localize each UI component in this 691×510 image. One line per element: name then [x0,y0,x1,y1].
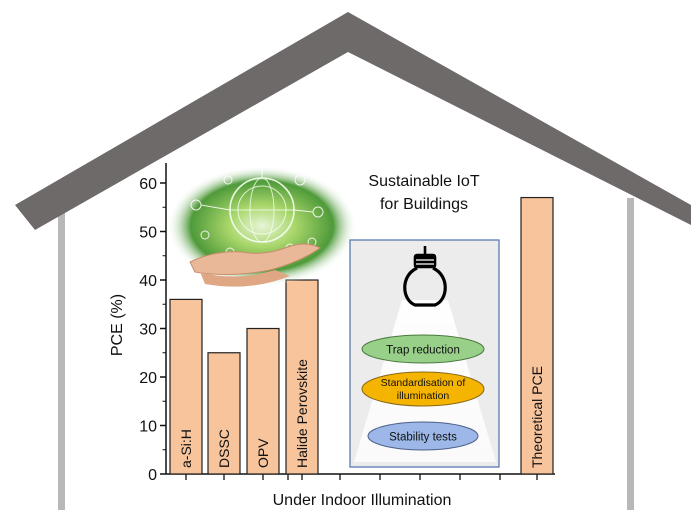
house-wall-left [58,198,65,510]
chart-bars: a-Si:H DSSC OPV Halide Perovskite Theoretica… [169,196,554,475]
pill-stability-tests-label: Stability tests [389,432,457,444]
bar-label-opv: OPV [255,438,271,468]
bar-dssc [207,352,241,475]
y-axis-title: PCE (%) [109,294,126,356]
house-wall-right [627,198,634,510]
pill-standardisation-label-2: illumination [397,390,450,402]
y-tick-label: 40 [139,273,157,290]
pill-standardisation [361,371,485,407]
x-axis-title: Under Indoor Illumination [273,492,452,509]
bar-label-a-si-h: a-Si:H [178,429,194,468]
pill-stability-tests [367,421,479,451]
bar-label-halide-perovskite: Halide Perovskite [294,359,310,468]
pill-trap-reduction [361,334,485,364]
pill-standardisation-label-1: Standardisation of [381,377,466,389]
inset-title-line2: for Buildings [380,196,468,213]
y-tick-label: 30 [139,322,157,339]
bar-label-theoretical-pce: Theoretical PCE [529,366,545,468]
y-tick-label: 60 [139,176,157,193]
bar-halide-perovskite [285,279,319,475]
light-bulb-icon [403,246,447,307]
y-tick-label: 50 [139,225,157,242]
y-tick-label: 20 [139,370,157,387]
y-tick-label: 10 [139,419,157,436]
bar-a-si-h [169,298,203,475]
house-roof [15,12,691,230]
y-tick-label: 0 [148,467,157,484]
bar-theoretical-pce [520,196,554,475]
globe-hands-image [167,165,357,287]
pill-trap-reduction-label: Trap reduction [386,345,460,357]
inset-title-line1: Sustainable IoT [368,173,479,190]
inset-panel: Sustainable IoT for Buildings Trap reduc… [349,173,500,468]
bar-opv [246,327,280,475]
bar-label-dssc: DSSC [216,429,232,468]
